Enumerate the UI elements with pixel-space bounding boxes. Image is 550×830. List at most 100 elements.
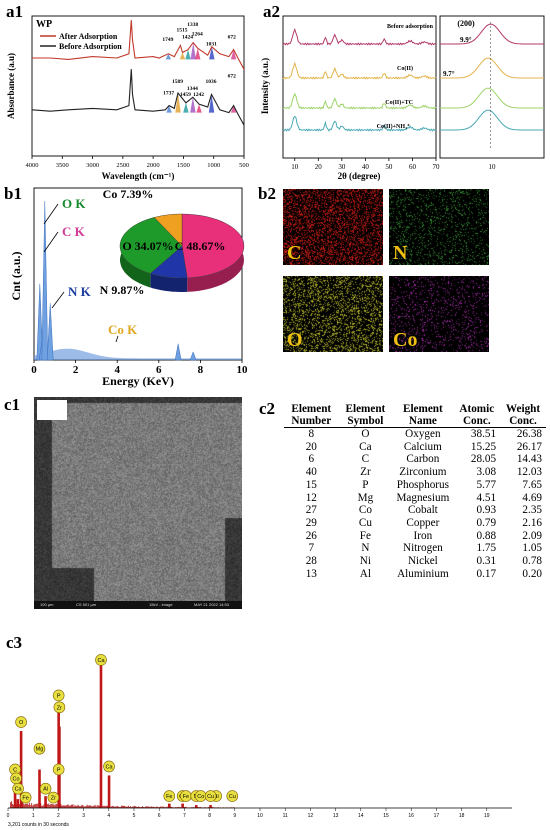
a2-ylabel: Intensity (a.u.) — [260, 58, 270, 114]
a1-peak-fill — [194, 48, 201, 60]
table-header: Atomic Conc. — [453, 403, 501, 428]
c3-element-bubble — [47, 791, 60, 804]
a1-tick-label: 3500 — [56, 162, 69, 169]
table-row: 12 Mg Magnesium 4.51 4.69 — [284, 492, 546, 505]
c3-tick-label: 19 — [484, 813, 490, 819]
table-cell: 4.51 — [476, 491, 497, 504]
a1-tick-label: 1500 — [177, 162, 190, 169]
a1-legend-before: Before Adsorption — [59, 42, 122, 51]
c3-element-bubble — [103, 760, 115, 773]
c3-peak-bar — [38, 769, 41, 808]
b1-pie-slice — [153, 213, 183, 247]
c3-element-label: Al — [43, 787, 48, 793]
a2-tick-label: 10 — [291, 163, 299, 171]
table-cell: 0.17 — [476, 567, 497, 580]
c3-tick-label: 11 — [283, 813, 288, 819]
table-cell: Mg — [357, 491, 374, 504]
c3-element-bubble — [226, 790, 239, 802]
table-cell: 26.38 — [516, 428, 542, 440]
a1-series-line — [31, 69, 245, 126]
a1-peak-fill — [230, 49, 237, 60]
xrd-chart: Before adsorption Co(II) Co(II)+TC Co(II)+N… — [260, 15, 545, 181]
eds-map-co-canvas — [389, 276, 489, 352]
table-cell: 0.79 — [476, 516, 497, 529]
c3-peak-bar — [107, 775, 111, 808]
c3-element-label: Ca — [15, 787, 23, 793]
table-cell: 15.25 — [470, 440, 497, 453]
table-cell: Ni — [359, 555, 371, 568]
a2-series-line — [282, 92, 437, 110]
table-cell: Magnesium — [396, 491, 450, 504]
a2-tick-label: 60 — [409, 163, 417, 171]
table-cell: 3.08 — [476, 466, 497, 479]
b1-tick-label: 0 — [31, 364, 37, 376]
c3-element-label: Fe — [22, 796, 28, 802]
a1-annotation: 1031 — [206, 41, 217, 47]
table-row: 29 Cu Copper 0.79 2.16 — [284, 517, 546, 530]
b1-peak — [189, 351, 197, 361]
a2-xlabel: 2θ (degree) — [338, 171, 381, 181]
table-cell: 7.65 — [522, 478, 542, 491]
c3-tick-label: 10 — [257, 813, 263, 819]
sem-image-canvas — [34, 397, 242, 601]
table-row: 27 Co Cobalt 0.93 2.35 — [284, 504, 546, 517]
a2-series-label: Co(II) — [397, 65, 413, 72]
table-cell: Nitrogen — [402, 542, 443, 555]
a1-annotation: 1264 — [192, 32, 203, 38]
c3-element-label: P — [57, 693, 61, 699]
a1-peak-fill — [183, 102, 189, 113]
c3-element-bubble — [15, 716, 27, 728]
c3-tick-label: 3 — [82, 813, 85, 819]
table-cell: Aluminium — [397, 567, 449, 580]
panel-label-b1: b1 — [4, 184, 22, 203]
table-cell: 40 — [305, 466, 317, 479]
c3-element-bubble — [19, 791, 32, 804]
table-cell: 2.35 — [522, 504, 542, 517]
a1-annotation: 1515 — [177, 27, 188, 33]
a2-inset-line — [440, 87, 544, 109]
c3-tick-label: 7 — [183, 813, 186, 819]
table-cell: Cobalt — [407, 504, 438, 517]
c3-tick-label: 6 — [158, 813, 161, 819]
a2-series-line — [282, 27, 437, 46]
table-cell: Al — [359, 567, 371, 580]
b1-tick-label: 10 — [237, 364, 249, 376]
a1-annotation: 1737 — [163, 90, 174, 96]
eds-map-n-canvas — [389, 189, 489, 265]
a2-series-label: Co(II)+TC — [385, 99, 413, 106]
a1-series-line — [32, 20, 245, 70]
table-cell: O — [361, 428, 370, 440]
b1-background — [34, 348, 242, 360]
table-cell: 7 — [308, 542, 315, 555]
c3-element-bubble — [204, 790, 217, 802]
c3-tick-label: 1 — [32, 813, 35, 819]
sem-footer-2: 15kV - image — [149, 602, 173, 607]
a1-tick-label: 1000 — [207, 162, 220, 169]
table-cell: 0.88 — [476, 529, 497, 542]
table-cell: 12 — [305, 491, 317, 504]
c3-element-label: Fe — [166, 794, 172, 800]
table-cell: N — [361, 542, 370, 555]
a2-series-line — [282, 115, 437, 132]
ftir-chart: WP After Adsorption Before Adsorption 17… — [6, 15, 249, 181]
table-cell: Copper — [406, 516, 440, 529]
table-cell: 29 — [305, 516, 317, 529]
b1-tick-label: 2 — [73, 364, 79, 376]
b1-peak-label: O K — [62, 196, 86, 211]
table-cell: 2.16 — [522, 516, 542, 529]
table-cell: 26 — [305, 529, 317, 542]
b1-arrow — [115, 335, 119, 343]
eds-map-o-canvas — [283, 276, 383, 352]
panel-label-a1: a1 — [6, 2, 23, 21]
c3-tick-label: 15 — [383, 813, 389, 819]
a1-peak-fill — [196, 104, 202, 113]
eds-map-o: O — [283, 276, 383, 352]
b1-pie-slice — [119, 217, 183, 274]
c3-peak-bar — [167, 803, 171, 808]
a2-tick-label: 40 — [362, 163, 370, 171]
a1-tick-label: 2500 — [116, 162, 129, 169]
table-row: 28 Ni Nickel 0.31 0.78 — [284, 555, 546, 568]
table-header: Weight Conc. — [500, 403, 546, 428]
panel-label-a2: a2 — [263, 2, 280, 21]
c3-element-bubble — [95, 654, 107, 666]
